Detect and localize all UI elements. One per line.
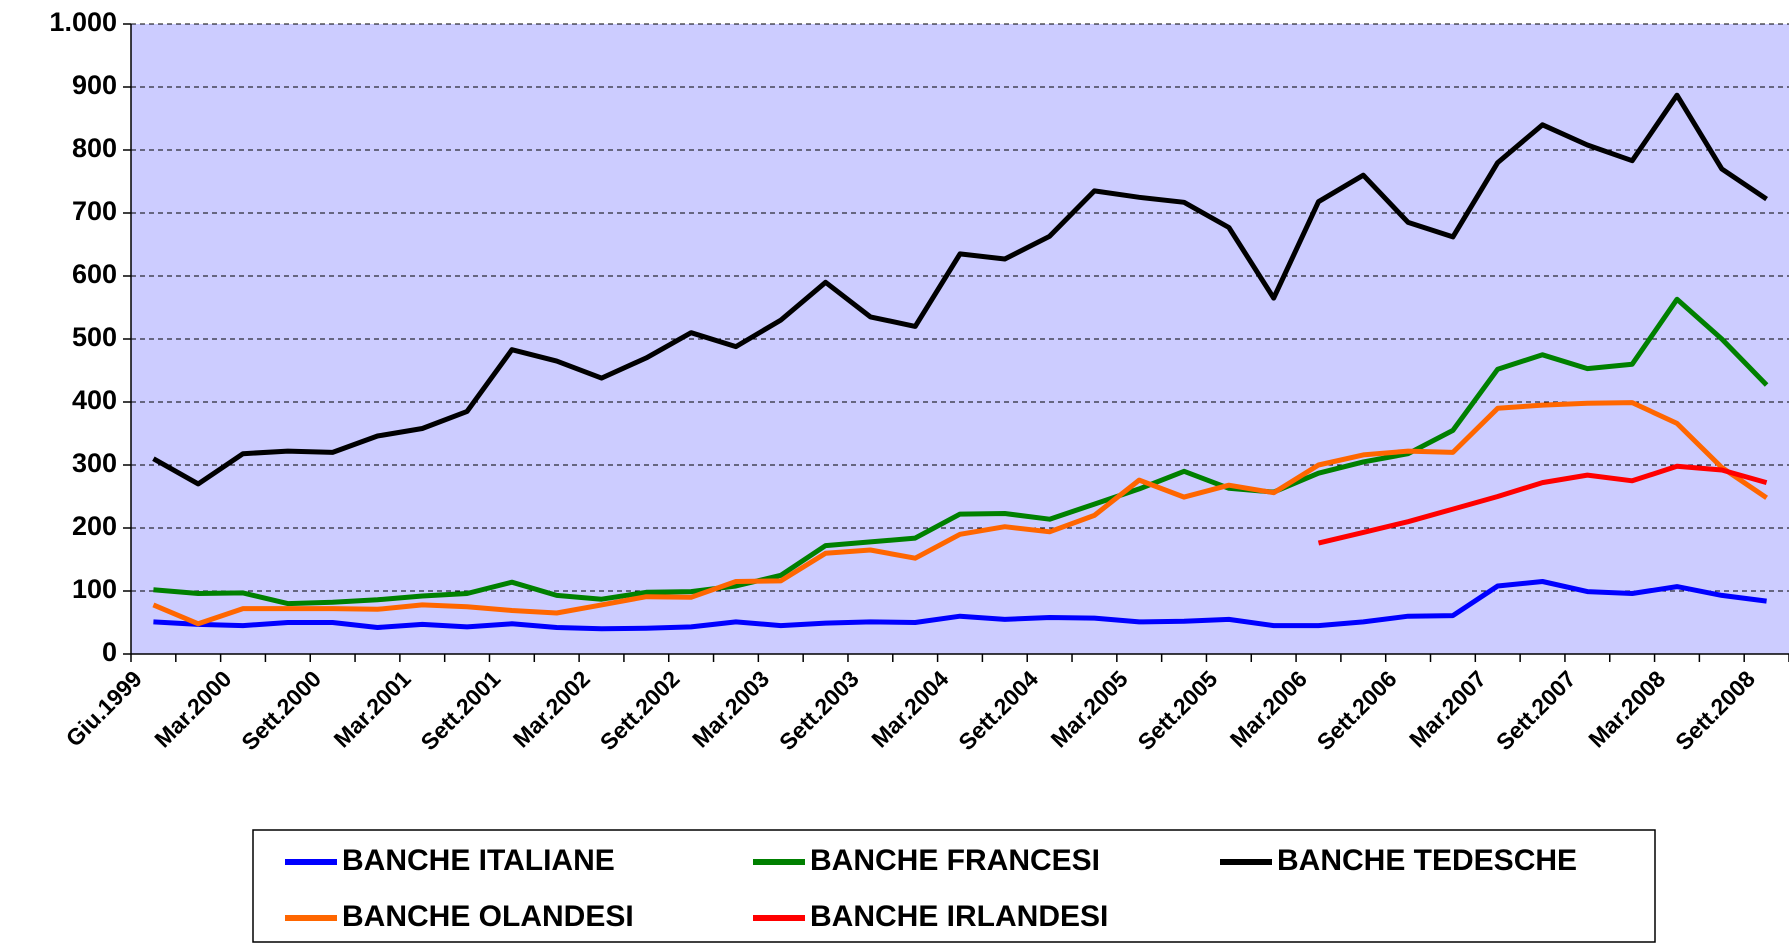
x-tick-label: Sett.2008 bbox=[1670, 665, 1760, 755]
x-tick-label: Mar.2001 bbox=[329, 665, 416, 752]
x-tick-label: Mar.2007 bbox=[1404, 665, 1491, 752]
y-tick-label: 900 bbox=[72, 70, 117, 100]
x-tick-label: Mar.2005 bbox=[1046, 665, 1133, 752]
y-tick-label: 500 bbox=[72, 322, 117, 352]
legend bbox=[252, 829, 1656, 943]
x-tick-label: Mar.2000 bbox=[149, 665, 236, 752]
y-tick-label: 700 bbox=[72, 196, 117, 226]
y-tick-label: 400 bbox=[72, 385, 117, 415]
y-tick-label: 600 bbox=[72, 259, 117, 289]
x-tick-label: Sett.2001 bbox=[416, 665, 506, 755]
series-line bbox=[153, 579, 1767, 632]
x-tick-label: Sett.2007 bbox=[1491, 665, 1581, 755]
x-tick-label: Mar.2008 bbox=[1583, 665, 1670, 752]
x-tick-label: Sett.2004 bbox=[953, 665, 1043, 755]
series-line bbox=[152, 92, 1768, 487]
series-line bbox=[153, 296, 1769, 607]
series-line bbox=[152, 400, 1769, 627]
x-tick-label: Sett.2003 bbox=[774, 665, 864, 755]
legend-label: BANCHE OLANDESI bbox=[342, 900, 634, 933]
x-tick-label: Mar.2006 bbox=[1225, 665, 1312, 752]
legend-label: BANCHE IRLANDESI bbox=[810, 900, 1108, 933]
x-tick-label: Mar.2003 bbox=[687, 665, 774, 752]
x-tick-label: Mar.2004 bbox=[866, 665, 953, 752]
x-tick-label: Giu.1999 bbox=[61, 665, 147, 751]
legend-label: BANCHE TEDESCHE bbox=[1277, 844, 1577, 877]
y-tick-label: 100 bbox=[72, 574, 117, 604]
x-tick-label: Sett.2006 bbox=[1312, 665, 1402, 755]
x-tick-label: Sett.2005 bbox=[1132, 665, 1222, 755]
y-tick-label: 200 bbox=[72, 511, 117, 541]
x-tick-label: Sett.2002 bbox=[595, 665, 685, 755]
series-line bbox=[1317, 463, 1768, 546]
legend-label: BANCHE ITALIANE bbox=[342, 844, 615, 877]
y-tick-label: 800 bbox=[72, 133, 117, 163]
y-tick-label: 0 bbox=[102, 637, 117, 667]
legend-label: BANCHE FRANCESI bbox=[810, 844, 1100, 877]
y-tick-label: 300 bbox=[72, 448, 117, 478]
y-tick-label: 1.000 bbox=[49, 7, 117, 37]
x-tick-label: Sett.2000 bbox=[236, 665, 326, 755]
x-tick-label: Mar.2002 bbox=[508, 665, 595, 752]
